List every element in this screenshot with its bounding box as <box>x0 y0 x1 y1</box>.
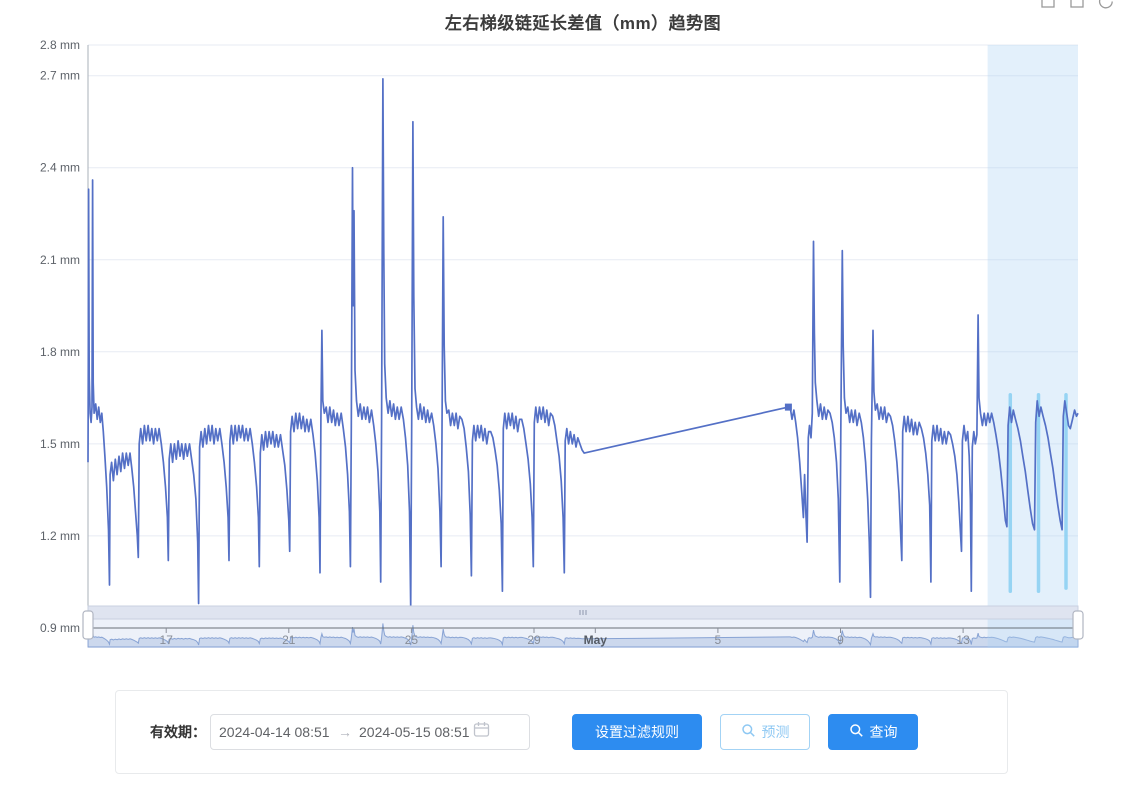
forecast-region <box>987 45 1078 648</box>
y-axis-label: 1.2 mm <box>40 529 80 543</box>
y-axis-label: 1.5 mm <box>40 437 80 451</box>
y-axis-label: 2.8 mm <box>40 38 80 52</box>
start-date-value[interactable]: 2024-04-14 08:51 <box>219 724 330 740</box>
x-axis-label: 13 <box>956 633 970 647</box>
x-axis-label: 9 <box>837 633 844 647</box>
x-axis-label: 5 <box>715 633 722 647</box>
validity-period-label: 有效期： <box>150 724 206 740</box>
search-icon <box>849 723 864 741</box>
y-axis-label: 2.4 mm <box>40 161 80 175</box>
date-range-picker[interactable]: 2024-04-14 08:51 → 2024-05-15 08:51 <box>210 714 530 750</box>
data-view-icon[interactable] <box>1039 0 1057 11</box>
x-axis-label: 29 <box>527 633 541 647</box>
trend-chart[interactable]: 17 21 25 29 May 5 9 13 2.8 mm 2.7 mm 2.4 mm 2.1 mm 1… <box>0 0 1125 660</box>
query-button[interactable]: 查询 <box>828 714 918 750</box>
date-range-arrow: → <box>338 724 352 740</box>
x-axis-label: 25 <box>405 633 419 647</box>
x-axis-label: 21 <box>282 633 296 647</box>
predict-label: 预测 <box>761 724 790 740</box>
x-axis-label: 17 <box>160 633 174 647</box>
y-axis-label: 2.1 mm <box>40 253 80 267</box>
datazoom-minimap <box>87 623 1079 648</box>
set-filter-rules-label: 设置过滤规则 <box>595 724 679 740</box>
query-panel: 有效期： 2024-04-14 08:51 → 2024-05-15 08:51… <box>115 690 1008 774</box>
chart-toolbox <box>1039 0 1115 11</box>
restore-icon[interactable] <box>1097 0 1115 11</box>
query-label: 查询 <box>869 724 898 740</box>
gap-end-marker <box>784 403 792 411</box>
x-axis-label: May <box>584 633 608 647</box>
main-series-line <box>87 77 1079 608</box>
y-axis-label: 0.9 mm <box>40 621 80 635</box>
y-axis-label: 1.8 mm <box>40 345 80 359</box>
query-panel-row: 有效期： 2024-04-14 08:51 → 2024-05-15 08:51… <box>116 691 1007 773</box>
datazoom-left-handle[interactable] <box>82 610 94 640</box>
y-axis-label: 2.7 mm <box>40 69 80 83</box>
predict-button[interactable]: 预测 <box>720 714 810 750</box>
chart-title: 左右梯级链延长差值（mm）趋势图 <box>444 14 722 33</box>
end-date-value[interactable]: 2024-05-15 08:51 <box>359 724 470 740</box>
save-image-icon[interactable] <box>1068 0 1086 11</box>
datazoom-right-handle[interactable] <box>1072 610 1084 640</box>
set-filter-rules-button[interactable]: 设置过滤规则 <box>572 714 702 750</box>
calendar-icon <box>471 721 490 743</box>
search-icon <box>741 723 756 741</box>
